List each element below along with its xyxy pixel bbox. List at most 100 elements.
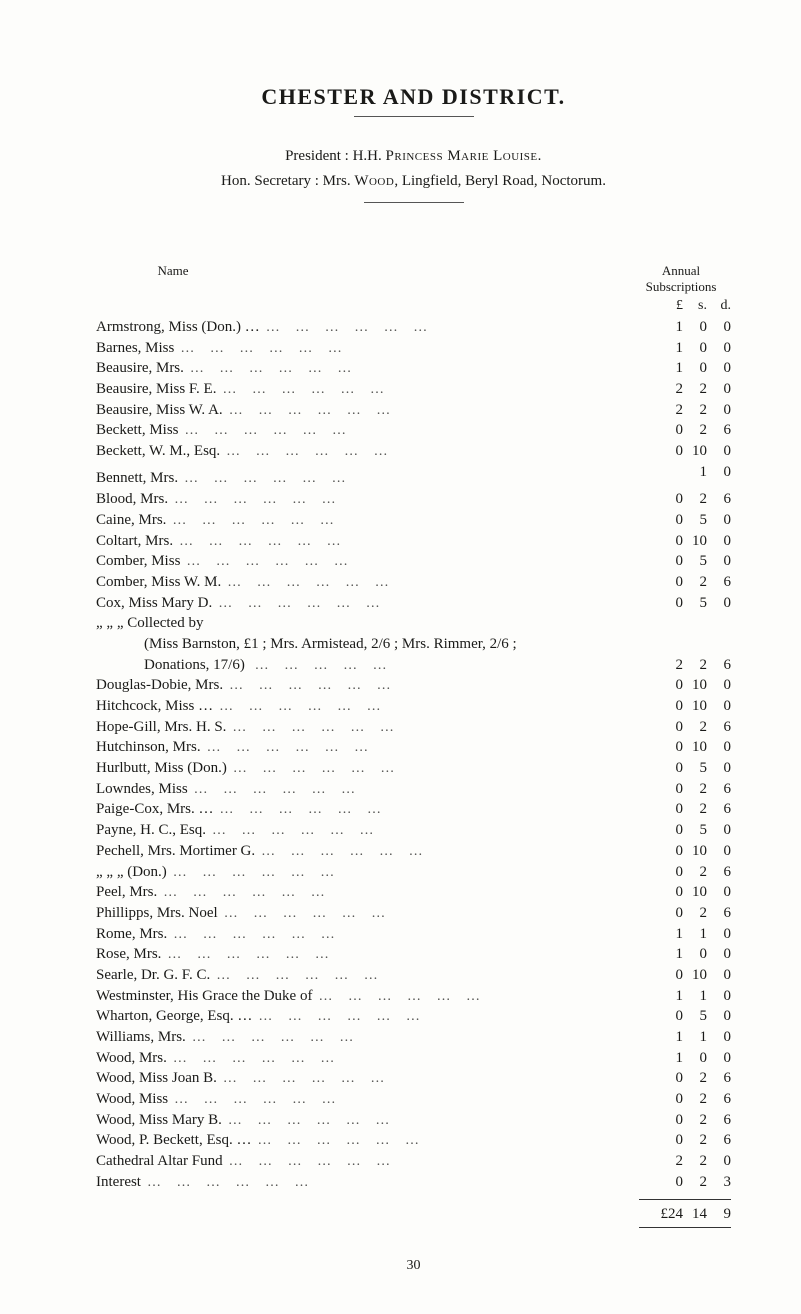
entry-label: Searle, Dr. G. F. C.… … … … … … xyxy=(96,965,659,986)
leader-dots: … … … … … … xyxy=(167,865,341,880)
amt-d: 6 xyxy=(707,1068,731,1089)
leader-dots: … … … … … … xyxy=(168,1092,342,1107)
entry-text: Hurlbutt, Miss (Don.) xyxy=(96,760,227,776)
subscription-entry: Wood, P. Beckett, Esq. …… … … … … …026 xyxy=(96,1130,731,1151)
amt-l: 0 xyxy=(659,441,683,462)
collected-by-line: „ „ „ Collected by xyxy=(96,613,731,634)
amt-l: 1 xyxy=(659,338,683,359)
entry-label: Rose, Mrs.… … … … … … xyxy=(96,944,659,965)
amt-l: 2 xyxy=(659,655,683,676)
entry-amount: 100 xyxy=(659,358,731,379)
entry-label: Beausire, Mrs.… … … … … … xyxy=(96,358,659,379)
entry-amount: 026 xyxy=(659,489,731,510)
subscription-entry: „ „ „ (Don.)… … … … … …026 xyxy=(96,862,731,883)
amt-s: 2 xyxy=(683,779,707,800)
amt-d: 0 xyxy=(707,944,731,965)
amt-l xyxy=(659,462,683,483)
leader-dots: … … … … … … xyxy=(251,1133,425,1148)
leader-dots: … … … … … … xyxy=(220,444,394,459)
amt-s: 5 xyxy=(683,758,707,779)
entry-label: Hutchinson, Mrs.… … … … … … xyxy=(96,737,659,758)
amt-d: 0 xyxy=(707,1151,731,1172)
amt-d: 6 xyxy=(707,572,731,593)
amt-s: 1 xyxy=(683,986,707,1007)
entry-text: Armstrong, Miss (Don.) … xyxy=(96,319,260,335)
secretary-suffix: , Lingfield, Beryl Road, Noctorum. xyxy=(394,173,606,189)
amt-l: 0 xyxy=(659,903,683,924)
president-line: President : H.H. Princess Marie Louise. xyxy=(96,145,731,168)
entry-amount: 220 xyxy=(659,379,731,400)
subscription-entry: Beckett, Miss… … … … … …026 xyxy=(96,420,731,441)
amt-l: 1 xyxy=(659,1027,683,1048)
amt-d: 0 xyxy=(707,593,731,614)
entry-label: Lowndes, Miss… … … … … … xyxy=(96,779,659,800)
amt-l: 1 xyxy=(659,944,683,965)
entry-label: Hope-Gill, Mrs. H. S.… … … … … … xyxy=(96,717,659,738)
leader-dots: … … … … … … xyxy=(180,554,354,569)
leader-dots: … … … … … … xyxy=(184,361,358,376)
entry-amount: 026 xyxy=(659,420,731,441)
entry-label: Caine, Mrs.… … … … … … xyxy=(96,510,659,531)
amt-d: 0 xyxy=(707,400,731,421)
amt-s: 0 xyxy=(683,338,707,359)
secretary-rule xyxy=(364,202,464,203)
amt-d: 3 xyxy=(707,1172,731,1193)
leader-dots: … … … … … … xyxy=(312,989,486,1004)
entry-label: Wood, P. Beckett, Esq. …… … … … … … xyxy=(96,1130,659,1151)
entry-label: Barnes, Miss… … … … … … xyxy=(96,338,659,359)
entry-text: Hutchinson, Mrs. xyxy=(96,739,201,755)
amt-s: 10 xyxy=(683,675,707,696)
subscription-entry: Douglas-Dobie, Mrs.… … … … … …0100 xyxy=(96,675,731,696)
amt-d: 6 xyxy=(707,1089,731,1110)
subscription-entry: Peel, Mrs.… … … … … …0100 xyxy=(96,882,731,903)
amt-l: 0 xyxy=(659,1110,683,1131)
amt-s: 10 xyxy=(683,696,707,717)
entry-text: Paige-Cox, Mrs. … xyxy=(96,801,214,817)
entry-text: Wood, P. Beckett, Esq. … xyxy=(96,1132,251,1148)
entry-label: Peel, Mrs.… … … … … … xyxy=(96,882,659,903)
president-prefix: President : H.H. xyxy=(285,148,385,164)
subscription-entry: Comber, Miss W. M.… … … … … …026 xyxy=(96,572,731,593)
subscription-list-b: Douglas-Dobie, Mrs.… … … … … …0100Hitchc… xyxy=(96,675,731,1192)
entry-label: Phillipps, Mrs. Noel… … … … … … xyxy=(96,903,659,924)
secretary-prefix: Hon. Secretary : Mrs. xyxy=(221,173,354,189)
amt-s: 5 xyxy=(683,510,707,531)
entry-amount: 026 xyxy=(659,1089,731,1110)
leader-dots: … … … … … … xyxy=(227,761,401,776)
secretary-name: Wood xyxy=(354,173,394,189)
amt-d: 0 xyxy=(707,1048,731,1069)
amt-d: 0 xyxy=(707,820,731,841)
leader-dots: … … … … … … xyxy=(260,320,434,335)
amt-s: 2 xyxy=(683,489,707,510)
amt-d: 0 xyxy=(707,317,731,338)
amt-d: 0 xyxy=(707,462,731,483)
lsd-pence: d. xyxy=(707,298,731,315)
lsd-pounds: £ xyxy=(659,298,683,315)
entry-text: Rome, Mrs. xyxy=(96,926,167,942)
lsd-labels: £ s. d. xyxy=(659,298,731,315)
entry-label: Payne, H. C., Esq.… … … … … … xyxy=(96,820,659,841)
entry-amount: 026 xyxy=(659,779,731,800)
amt-d: 6 xyxy=(707,799,731,820)
subscription-entry: Caine, Mrs.… … … … … …050 xyxy=(96,510,731,531)
amt-s: 2 xyxy=(683,717,707,738)
amt-s: 10 xyxy=(683,737,707,758)
leader-dots: … … … … … … xyxy=(223,678,397,693)
leader-dots: … … … … … … xyxy=(178,471,352,486)
subscription-entry: Beausire, Miss F. E.… … … … … …220 xyxy=(96,379,731,400)
header-sub-line1: Annual xyxy=(662,263,700,278)
amt-s: 1 xyxy=(683,924,707,945)
entry-text: Rose, Mrs. xyxy=(96,946,161,962)
amt-d: 0 xyxy=(707,338,731,359)
header-sub-line2: Subscriptions xyxy=(646,279,717,294)
amt-d: 6 xyxy=(707,903,731,924)
page: CHESTER AND DISTRICT. President : H.H. P… xyxy=(0,0,801,1314)
entry-label: Beausire, Miss W. A.… … … … … … xyxy=(96,400,659,421)
amt-s: 10 xyxy=(683,882,707,903)
total-rule-top xyxy=(639,1199,731,1200)
entry-text: Wood, Miss xyxy=(96,1091,168,1107)
amt-s: 0 xyxy=(683,1048,707,1069)
amt-l: 0 xyxy=(659,862,683,883)
entry-amount: 026 xyxy=(659,1130,731,1151)
entry-amount: 026 xyxy=(659,903,731,924)
